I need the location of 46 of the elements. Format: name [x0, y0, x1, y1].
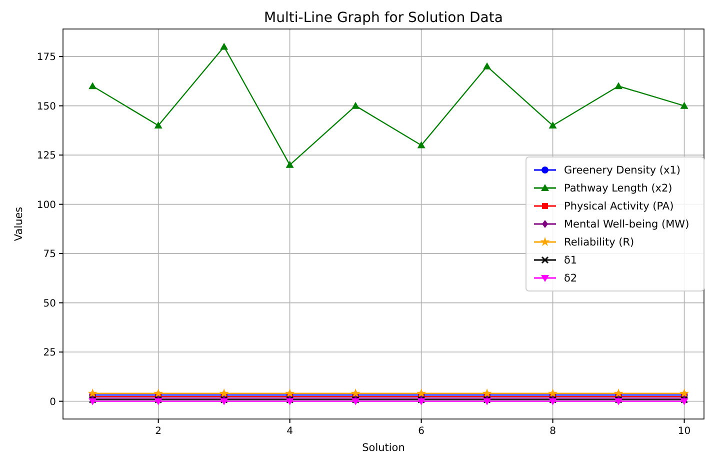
legend-label: Pathway Length (x2) [564, 182, 672, 195]
point [483, 398, 492, 406]
point [88, 82, 97, 90]
y-tick-label: 75 [43, 249, 56, 260]
legend-label: Mental Well-being (MW) [564, 218, 690, 231]
point [548, 122, 557, 129]
point [352, 398, 360, 406]
legend-label: Physical Activity (PA) [564, 200, 674, 213]
y-tick-label: 0 [50, 396, 56, 408]
y-tick-label: 25 [43, 348, 56, 359]
x-tick-label: 10 [678, 426, 691, 437]
chart-title: Multi-Line Graph for Solution Data [264, 10, 503, 26]
legend-label: δ1 [564, 254, 578, 267]
point [417, 398, 426, 406]
point [417, 141, 426, 148]
point [154, 398, 162, 406]
point [352, 102, 360, 109]
point [88, 388, 98, 398]
point [88, 398, 97, 406]
x-tick-label: 6 [418, 426, 424, 437]
y-tick-label: 175 [36, 52, 56, 64]
point [614, 82, 623, 90]
point [548, 398, 557, 406]
x-axis-title: Solution [362, 442, 405, 454]
point [483, 62, 492, 70]
y-tick-label: 50 [43, 298, 56, 310]
point [679, 388, 690, 398]
y-tick-label: 100 [36, 200, 56, 211]
x-tick-label: 2 [155, 426, 162, 437]
point [680, 102, 688, 109]
x-tick-label: 8 [550, 426, 556, 437]
point [154, 388, 164, 398]
y-axis-title: Values [13, 206, 25, 242]
point [614, 398, 623, 406]
legend-label: δ2 [564, 272, 578, 285]
point [220, 398, 228, 406]
y-tick-label: 150 [36, 101, 56, 112]
legend-label: Greenery Density (x1) [564, 164, 680, 177]
point [680, 398, 688, 406]
y-tick-label: 125 [36, 150, 56, 162]
point [154, 122, 162, 129]
point [286, 398, 294, 406]
point [220, 42, 228, 50]
legend-label: Reliability (R) [564, 236, 634, 249]
x-tick-label: 4 [286, 426, 294, 437]
point [286, 160, 294, 168]
